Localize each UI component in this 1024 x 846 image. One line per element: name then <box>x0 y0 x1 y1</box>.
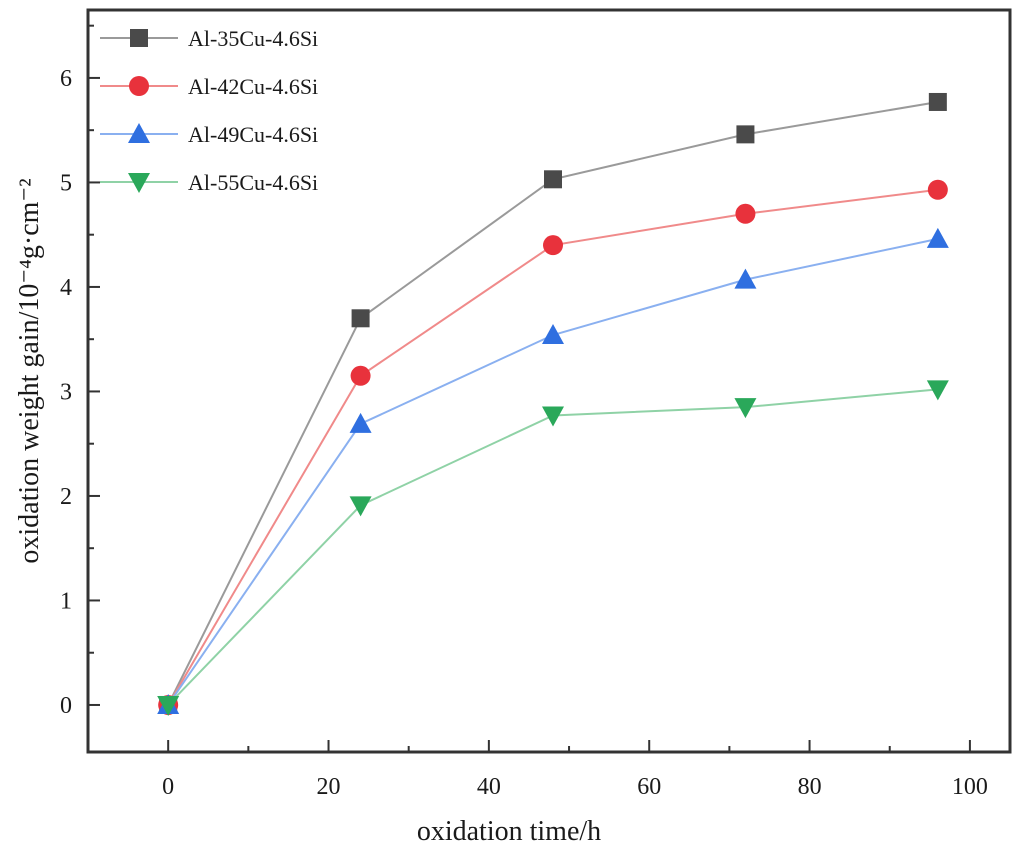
data-point <box>926 227 949 248</box>
y-tick-label: 5 <box>60 170 72 196</box>
legend-label: Al-49Cu-4.6Si <box>188 122 318 147</box>
x-tick-label: 80 <box>798 774 822 800</box>
data-point <box>734 398 757 419</box>
x-axis-title: oxidation time/h <box>417 816 601 846</box>
data-point <box>542 324 565 345</box>
y-tick-label: 6 <box>60 66 72 92</box>
data-point <box>349 412 372 433</box>
x-tick-label: 100 <box>952 774 988 800</box>
legend: Al-35Cu-4.6Si Al-42Cu-4.6Si Al-49Cu-4.6Si A… <box>100 26 318 195</box>
data-point <box>349 496 372 517</box>
data-point <box>157 695 180 716</box>
data-point <box>736 125 755 144</box>
legend-item: Al-42Cu-4.6Si <box>100 74 318 99</box>
y-axis-title: oxidation weight gain/10⁻⁴g·cm⁻² <box>14 178 45 563</box>
legend-marker <box>128 123 150 143</box>
plot-frame <box>86 8 1012 754</box>
series-line <box>167 188 938 706</box>
data-point <box>928 92 947 111</box>
series-line <box>167 388 938 706</box>
x-tick-label: 20 <box>317 774 341 800</box>
legend-label: Al-55Cu-4.6Si <box>188 170 318 195</box>
y-tick-label: 0 <box>60 693 72 719</box>
legend-label: Al-35Cu-4.6Si <box>188 26 318 51</box>
y-tick-label: 4 <box>60 275 72 301</box>
legend-label: Al-42Cu-4.6Si <box>188 74 318 99</box>
x-tick-label: 0 <box>162 774 174 800</box>
data-point <box>544 170 563 189</box>
legend-item: Al-35Cu-4.6Si <box>100 26 318 51</box>
y-tick-label: 2 <box>60 484 72 510</box>
data-point <box>351 309 370 328</box>
series-2 <box>158 179 948 715</box>
y-tick-label: 1 <box>60 588 72 614</box>
data-point <box>350 365 371 386</box>
data-point <box>735 203 756 224</box>
series-3 <box>157 227 949 714</box>
legend-marker <box>128 173 150 193</box>
legend-item: Al-49Cu-4.6Si <box>100 122 318 147</box>
data-point <box>926 380 949 401</box>
data-point <box>542 406 565 427</box>
plot-area <box>86 8 1012 754</box>
series-4 <box>157 380 949 716</box>
x-tick-label: 40 <box>477 774 501 800</box>
data-point <box>927 179 948 200</box>
legend-item: Al-55Cu-4.6Si <box>100 170 318 195</box>
x-tick-label: 60 <box>637 774 661 800</box>
axis-ticks: 0 20 40 60 80 100 0 1 2 3 4 5 6 <box>60 24 988 800</box>
series-layer <box>157 92 949 716</box>
legend-marker <box>129 76 149 96</box>
y-tick-label: 3 <box>60 379 72 405</box>
data-point <box>734 268 757 289</box>
data-point <box>543 235 564 256</box>
legend-marker <box>130 29 148 47</box>
